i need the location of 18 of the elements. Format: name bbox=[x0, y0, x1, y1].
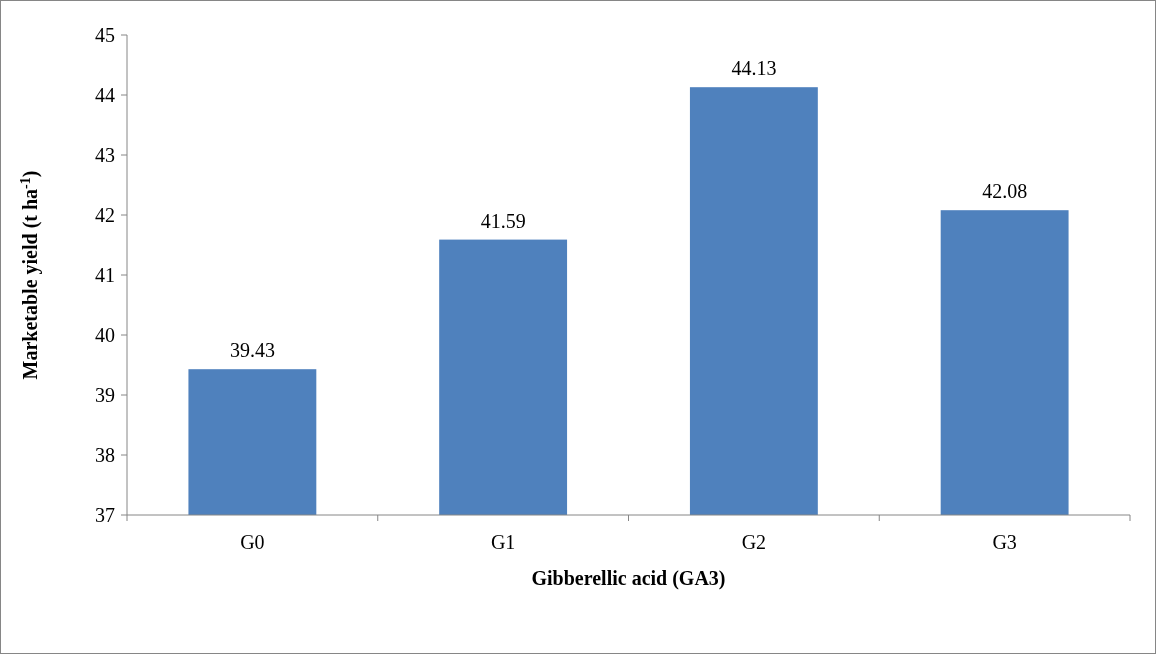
x-tick-label: G1 bbox=[490, 531, 516, 553]
y-tick-label: 40 bbox=[95, 324, 115, 346]
y-tick-label: 41 bbox=[95, 264, 115, 286]
y-tick-label: 38 bbox=[95, 444, 115, 466]
data-label: 41.59 bbox=[480, 209, 526, 232]
x-tick-label: G3 bbox=[992, 531, 1017, 553]
y-tick-label: 44 bbox=[95, 84, 115, 106]
y-tick-label: 42 bbox=[95, 204, 115, 226]
data-label: 44.13 bbox=[731, 57, 777, 80]
y-tick-label: 43 bbox=[95, 144, 115, 166]
x-tick-label: G0 bbox=[240, 531, 265, 553]
data-label: 39.43 bbox=[229, 339, 275, 362]
data-label: 42.08 bbox=[982, 180, 1028, 203]
y-tick-label: 39 bbox=[95, 384, 115, 406]
y-tick-label: 37 bbox=[95, 504, 115, 526]
x-tick-label: G2 bbox=[741, 531, 767, 553]
x-axis-title: Gibberellic acid (GA3) bbox=[531, 567, 726, 590]
y-tick-label: 45 bbox=[95, 24, 115, 46]
